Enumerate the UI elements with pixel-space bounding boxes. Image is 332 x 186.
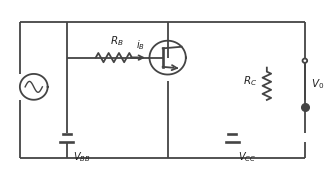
Text: $i_B$: $i_B$ [136, 38, 145, 52]
Text: $V_0$: $V_0$ [311, 77, 324, 91]
Text: $V_{BB}$: $V_{BB}$ [73, 150, 90, 164]
Text: $V_{CC}$: $V_{CC}$ [238, 150, 256, 164]
Circle shape [302, 59, 307, 63]
Text: $R_B$: $R_B$ [110, 35, 123, 48]
Text: $R_C$: $R_C$ [243, 74, 257, 88]
